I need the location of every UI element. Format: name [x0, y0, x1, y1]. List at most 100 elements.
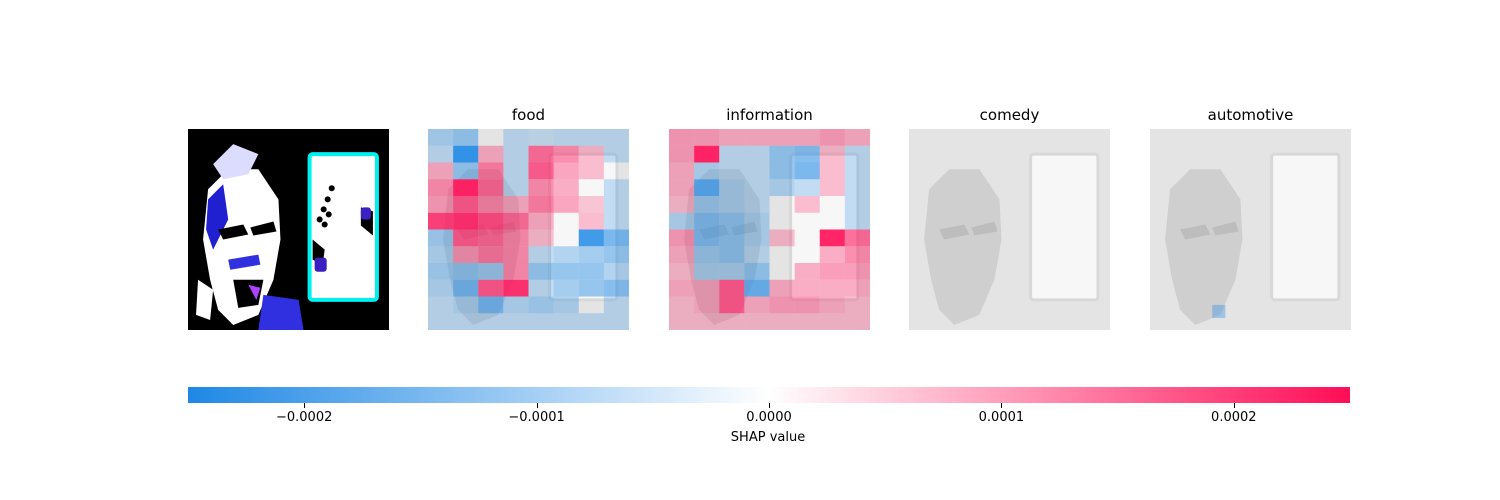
heatmap-cell: [794, 179, 820, 197]
heatmap-cell: [744, 246, 770, 264]
heatmap-cell: [769, 313, 795, 330]
heatmap-cell: [503, 279, 529, 297]
heatmap-cell: [578, 162, 604, 180]
heatmap-cell: [694, 196, 720, 213]
heatmap-cell: [603, 279, 629, 297]
heatmap-cell: [744, 313, 770, 330]
heatmap-cell: [669, 212, 695, 230]
heatmap-cell: [603, 212, 629, 230]
heatmap-cell: [794, 196, 820, 213]
heatmap-cell: [503, 162, 529, 180]
heatmap-cell: [428, 162, 454, 180]
shap-panel-information: [669, 129, 870, 330]
heatmap-cell: [694, 212, 720, 230]
colorbar: [188, 387, 1350, 403]
heatmap-cell: [694, 179, 720, 197]
heatmap-cell: [669, 279, 695, 297]
panel-title-automotive: automotive: [1207, 106, 1294, 124]
heatmap-cell: [819, 296, 845, 314]
heatmap-cell: [553, 196, 579, 213]
heatmap-cell: [428, 313, 454, 330]
heatmap-cell: [453, 262, 479, 280]
heatmap-cell: [553, 296, 579, 314]
heatmap-cell: [744, 229, 770, 247]
heatmap-cell: [528, 296, 554, 314]
heatmap-cell: [478, 179, 504, 197]
heatmap-cell: [603, 296, 629, 314]
heatmap-cell: [453, 246, 479, 264]
heatmap-cell: [578, 279, 604, 297]
heatmap-cell: [819, 145, 845, 163]
heatmap-cell: [428, 246, 454, 264]
heatmap-cell: [719, 212, 745, 230]
heatmap-cell: [528, 246, 554, 264]
heatmap-cell: [819, 246, 845, 264]
heatmap-cell: [769, 179, 795, 197]
colorbar-tick: [769, 403, 770, 408]
colorbar-gradient: [188, 387, 1350, 403]
heatmap-cell: [669, 196, 695, 213]
heatmap-cell: [844, 246, 870, 264]
heatmap-cell: [719, 179, 745, 197]
heatmap-cell: [669, 262, 695, 280]
heatmap-cell: [844, 196, 870, 213]
heatmap-cell: [578, 129, 604, 146]
colorbar-tick-label: 0.0002: [1211, 410, 1257, 425]
colorbar-tick-label: 0.0001: [978, 410, 1025, 425]
heatmap-cell: [769, 162, 795, 180]
heatmap-cell: [744, 296, 770, 314]
heatmap-cell: [603, 229, 629, 247]
heatmap-cell: [553, 246, 579, 264]
colorbar-tick: [1233, 403, 1235, 408]
heatmap-cell: [794, 162, 820, 180]
heatmap-cell: [428, 145, 454, 163]
heatmap-cell: [553, 162, 579, 180]
heatmap-cell: [553, 262, 579, 280]
heatmap-cell: [478, 162, 504, 180]
colorbar-tick-label: −0.0001: [508, 410, 565, 425]
heatmap-cell: [453, 162, 479, 180]
heatmap-cell: [528, 196, 554, 213]
heatmap-cell: [553, 179, 579, 197]
heatmap-cell: [478, 262, 504, 280]
heatmap-cell: [453, 229, 479, 247]
heatmap-cell: [744, 162, 770, 180]
heatmap-cell: [744, 196, 770, 213]
heatmap-cell: [528, 279, 554, 297]
heatmap-cell: [669, 296, 695, 314]
heatmap-cell: [844, 229, 870, 247]
heatmap-cell: [478, 313, 504, 330]
heatmap-cell: [478, 229, 504, 247]
colorbar-tick-label: 0.0000: [746, 410, 792, 425]
heatmap-cell: [503, 212, 529, 230]
heatmap-cell: [453, 196, 479, 213]
heatmap-cell: [478, 212, 504, 230]
heatmap-cell: [528, 212, 554, 230]
heatmap-cell: [844, 162, 870, 180]
heatmap-cell: [428, 129, 454, 146]
heatmap-cell: [553, 313, 579, 330]
original-image-panel: [188, 129, 389, 330]
heatmap-cell: [503, 196, 529, 213]
colorbar-label: SHAP value: [730, 430, 806, 445]
heatmap-cell: [428, 229, 454, 247]
heatmap-cell: [603, 179, 629, 197]
heatmap-cell: [528, 229, 554, 247]
heatmap-cell: [478, 296, 504, 314]
heatmap-cell: [744, 145, 770, 163]
heatmap-cell: [669, 145, 695, 163]
heatmap-cell: [553, 145, 579, 163]
heatmap-cell: [478, 246, 504, 264]
heatmap-cell: [669, 129, 695, 146]
heatmap-cell: [819, 313, 845, 330]
heatmap-cell: [719, 296, 745, 314]
background-image: [909, 129, 1110, 330]
heatmap-cell: [578, 313, 604, 330]
heatmap-cell: [603, 262, 629, 280]
heatmap-cell: [669, 162, 695, 180]
heatmap-cell: [719, 229, 745, 247]
colorbar-tick-label: −0.0002: [275, 410, 333, 425]
heatmap-cell: [428, 296, 454, 314]
heatmap-cell: [603, 246, 629, 264]
heatmap-cell: [844, 145, 870, 163]
